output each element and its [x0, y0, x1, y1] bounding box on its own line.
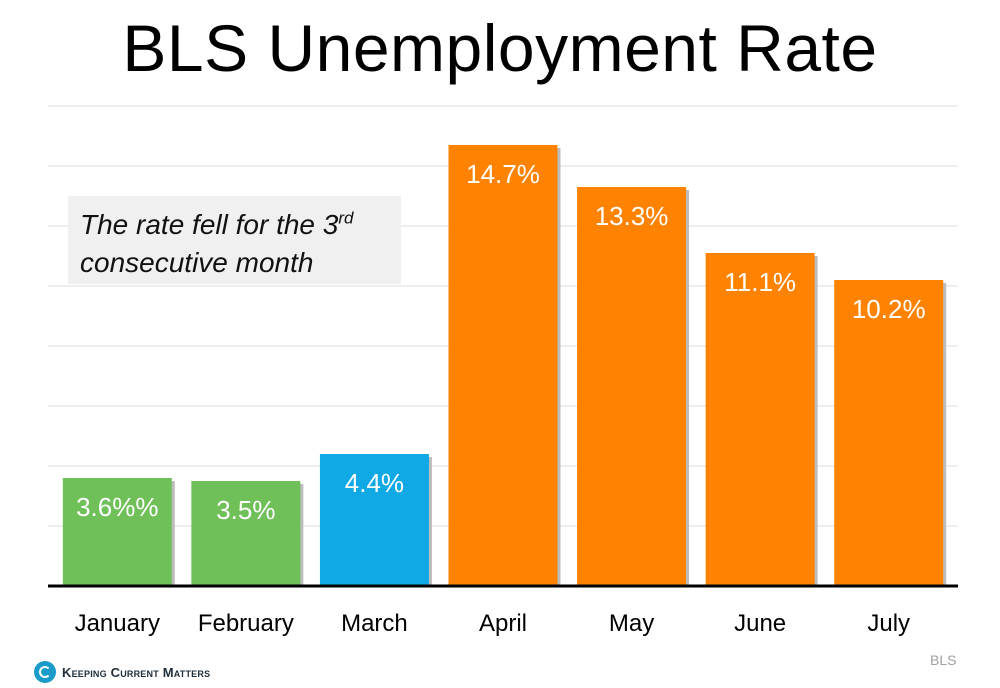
kcm-logo-icon — [34, 661, 56, 683]
chart-title: BLS Unemployment Rate — [122, 11, 878, 85]
x-tick-label-june: June — [734, 610, 786, 637]
data-label-june: 11.1% — [724, 267, 796, 297]
data-label-july: 10.2% — [852, 294, 926, 324]
bar-february — [191, 481, 301, 586]
brand-name: Keeping Current Matters — [62, 664, 211, 680]
bar-july — [834, 280, 944, 586]
bar-may — [577, 187, 687, 586]
data-label-march: 4.4% — [345, 468, 404, 498]
x-tick-label-january: January — [75, 610, 160, 637]
x-tick-label-may: May — [609, 610, 654, 637]
bar-march — [319, 454, 429, 586]
annotation-callout: The rate fell for the 3rd consecutive mo… — [68, 196, 401, 284]
data-label-january: 3.6%% — [76, 492, 158, 522]
data-label-may: 13.3% — [595, 201, 669, 231]
bar-april — [448, 145, 558, 586]
bar-january — [62, 478, 172, 586]
x-tick-label-february: February — [198, 610, 294, 637]
bar-june — [705, 253, 815, 586]
x-tick-label-july: July — [867, 610, 910, 637]
data-label-april: 14.7% — [466, 159, 540, 189]
x-tick-label-april: April — [479, 610, 527, 637]
annotation-text-line2: consecutive month — [80, 247, 314, 278]
data-label-february: 3.5% — [216, 495, 275, 525]
source-label: BLS — [930, 652, 957, 668]
annotation-superscript: rd — [338, 208, 354, 228]
annotation-text: The rate fell for the 3 — [80, 209, 339, 240]
x-tick-label-march: March — [341, 610, 408, 637]
brand: Keeping Current Matters — [34, 660, 210, 684]
